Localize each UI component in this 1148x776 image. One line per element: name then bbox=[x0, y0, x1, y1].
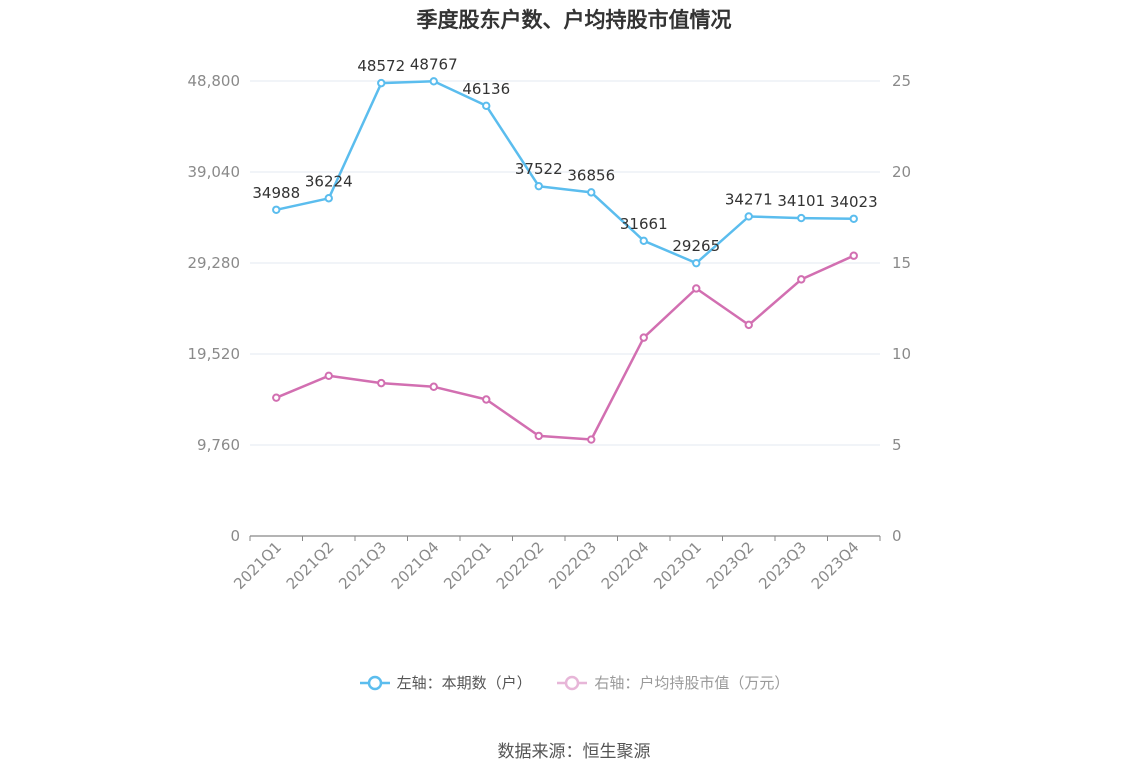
data-point-right bbox=[377, 378, 386, 388]
left-axis-tick-label: 48,800 bbox=[188, 72, 241, 90]
legend-label-right: 右轴：户均持股市值（万元） bbox=[594, 674, 790, 692]
x-axis-tick-label: 2023Q1 bbox=[650, 538, 705, 593]
right-axis-tick-label: 5 bbox=[892, 436, 902, 454]
data-point-left bbox=[797, 213, 806, 223]
x-axis-tick-label: 2021Q1 bbox=[230, 538, 285, 593]
series-lines bbox=[275, 80, 855, 441]
data-point-left bbox=[272, 205, 281, 214]
left-axis-ticks: 0 9,760 19,520 29,280 39,040 48,800 bbox=[188, 72, 241, 545]
left-axis-tick-label: 29,280 bbox=[188, 254, 241, 272]
x-axis-tick-label: 2023Q2 bbox=[703, 538, 758, 593]
data-point-left bbox=[482, 101, 491, 111]
x-axis-tick-label: 2023Q3 bbox=[755, 538, 810, 593]
data-label: 48767 bbox=[410, 55, 458, 73]
x-axis-tick-label: 2021Q4 bbox=[388, 538, 443, 593]
x-axis-tick-label: 2022Q4 bbox=[598, 538, 653, 593]
x-axis-tick-label: 2021Q2 bbox=[283, 538, 338, 593]
data-point-right bbox=[692, 284, 701, 293]
left-axis-tick-label: 39,040 bbox=[188, 163, 241, 181]
series-line-right bbox=[275, 254, 855, 441]
right-axis-ticks: 0 5 10 15 20 25 bbox=[892, 72, 911, 545]
legend: 左轴：本期数（户） 右轴：户均持股市值（万元） bbox=[0, 672, 1148, 695]
left-axis-tick-label: 0 bbox=[230, 527, 240, 545]
data-point-left bbox=[587, 188, 596, 197]
data-point-left bbox=[744, 212, 753, 221]
data-point-right bbox=[429, 382, 438, 391]
x-axis-tick-label: 2022Q1 bbox=[440, 538, 495, 593]
series-line-left bbox=[276, 80, 854, 265]
series-points bbox=[272, 77, 858, 444]
legend-item-left-series[interactable]: 左轴：本期数（户） bbox=[359, 672, 532, 693]
x-axis-tick-label: 2023Q4 bbox=[808, 538, 863, 593]
right-axis-tick-label: 10 bbox=[892, 345, 911, 363]
data-point-right bbox=[587, 435, 596, 444]
legend-item-right-series[interactable]: 右轴：户均持股市值（万元） bbox=[556, 672, 789, 693]
data-label: 31661 bbox=[620, 215, 668, 233]
data-label: 34988 bbox=[252, 184, 300, 202]
data-label: 48572 bbox=[357, 57, 405, 75]
data-label: 34101 bbox=[777, 192, 825, 210]
data-point-right bbox=[272, 393, 281, 402]
data-point-right bbox=[482, 395, 491, 404]
data-point-left bbox=[849, 214, 858, 223]
data-point-right bbox=[849, 251, 858, 260]
data-point-left bbox=[639, 236, 648, 246]
left-axis-tick-label: 19,520 bbox=[188, 345, 241, 363]
source-note: 数据来源：恒生聚源 bbox=[497, 742, 651, 762]
data-point-left bbox=[324, 194, 333, 203]
legend-line-marker-icon bbox=[359, 675, 390, 690]
right-axis-tick-label: 0 bbox=[892, 527, 902, 545]
x-axis-ticks: 2021Q12021Q22021Q32021Q42022Q12022Q22022… bbox=[230, 538, 862, 593]
legend-label-left: 左轴：本期数（户） bbox=[396, 674, 532, 692]
right-axis-tick-label: 25 bbox=[892, 72, 911, 90]
data-point-right bbox=[639, 333, 648, 342]
data-label: 34023 bbox=[830, 193, 878, 211]
data-label: 34271 bbox=[725, 190, 773, 208]
data-point-left bbox=[429, 77, 438, 86]
data-point-left bbox=[692, 258, 701, 268]
right-axis-tick-label: 15 bbox=[892, 254, 911, 272]
legend-line-marker-icon bbox=[557, 675, 588, 690]
data-point-right bbox=[797, 275, 806, 284]
x-axis-tick-label: 2022Q3 bbox=[545, 538, 600, 593]
left-axis-tick-label: 9,760 bbox=[197, 436, 240, 454]
grid-lines bbox=[250, 80, 880, 446]
x-axis-tick-label: 2021Q3 bbox=[335, 538, 390, 593]
data-label: 46136 bbox=[462, 80, 510, 98]
axes bbox=[249, 535, 881, 541]
data-label: 37522 bbox=[515, 160, 563, 178]
data-point-left bbox=[377, 78, 386, 88]
right-axis-tick-label: 20 bbox=[892, 163, 911, 181]
data-label: 36856 bbox=[567, 166, 615, 184]
data-point-right bbox=[744, 320, 753, 330]
data-point-right bbox=[534, 431, 543, 441]
chart-title: 季度股东户数、户均持股市值情况 bbox=[416, 8, 732, 32]
data-point-right bbox=[324, 371, 333, 381]
data-label: 36224 bbox=[305, 172, 353, 190]
data-label: 29265 bbox=[672, 237, 720, 255]
data-point-left bbox=[534, 181, 543, 191]
x-axis-tick-label: 2022Q2 bbox=[493, 538, 548, 593]
